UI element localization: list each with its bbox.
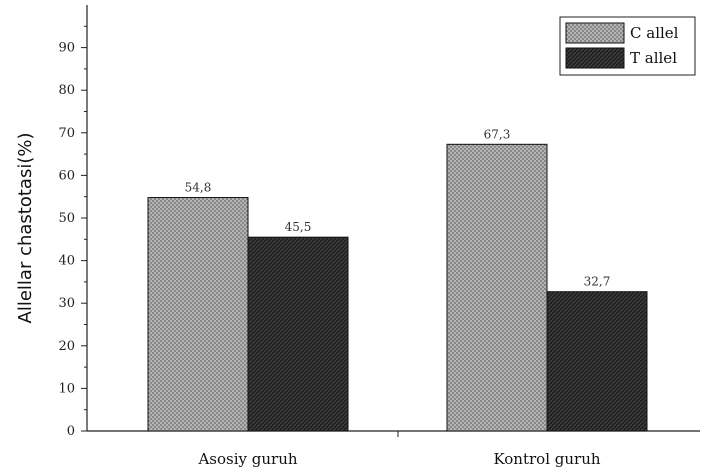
legend-label: C allel <box>630 24 679 42</box>
y-tick-label: 90 <box>58 41 75 56</box>
y-tick-label: 60 <box>58 168 75 183</box>
x-tick-label: Kontrol guruh <box>493 450 600 468</box>
y-tick-label: 20 <box>58 339 75 354</box>
x-tick-label: Asosiy guruh <box>197 450 297 468</box>
data-label: 67,3 <box>484 127 511 141</box>
y-tick-label: 70 <box>58 126 75 141</box>
y-tick-label: 0 <box>67 424 75 439</box>
bar-c-allel <box>147 197 249 432</box>
bar-c-allel <box>446 143 548 432</box>
legend-swatch <box>565 47 625 69</box>
data-label: 45,5 <box>285 220 312 234</box>
data-label: 54,8 <box>185 181 212 195</box>
y-tick-label: 50 <box>58 211 75 226</box>
legend-swatch <box>565 22 625 44</box>
y-tick-label: 30 <box>58 296 75 311</box>
y-tick-label: 80 <box>58 83 75 98</box>
plot-area: 0 10 20 30 40 50 60 70 80 90 Allellar chastotasi(%… <box>15 5 700 468</box>
data-label: 32,7 <box>584 275 611 289</box>
bar-t-allel <box>247 236 349 432</box>
y-tick-label: 10 <box>58 381 75 396</box>
bar-t-allel <box>546 291 648 432</box>
legend-label: T allel <box>630 49 677 67</box>
y-tick-label: 40 <box>58 254 75 269</box>
y-axis-label: Allellar chastotasi(%) <box>15 133 36 324</box>
